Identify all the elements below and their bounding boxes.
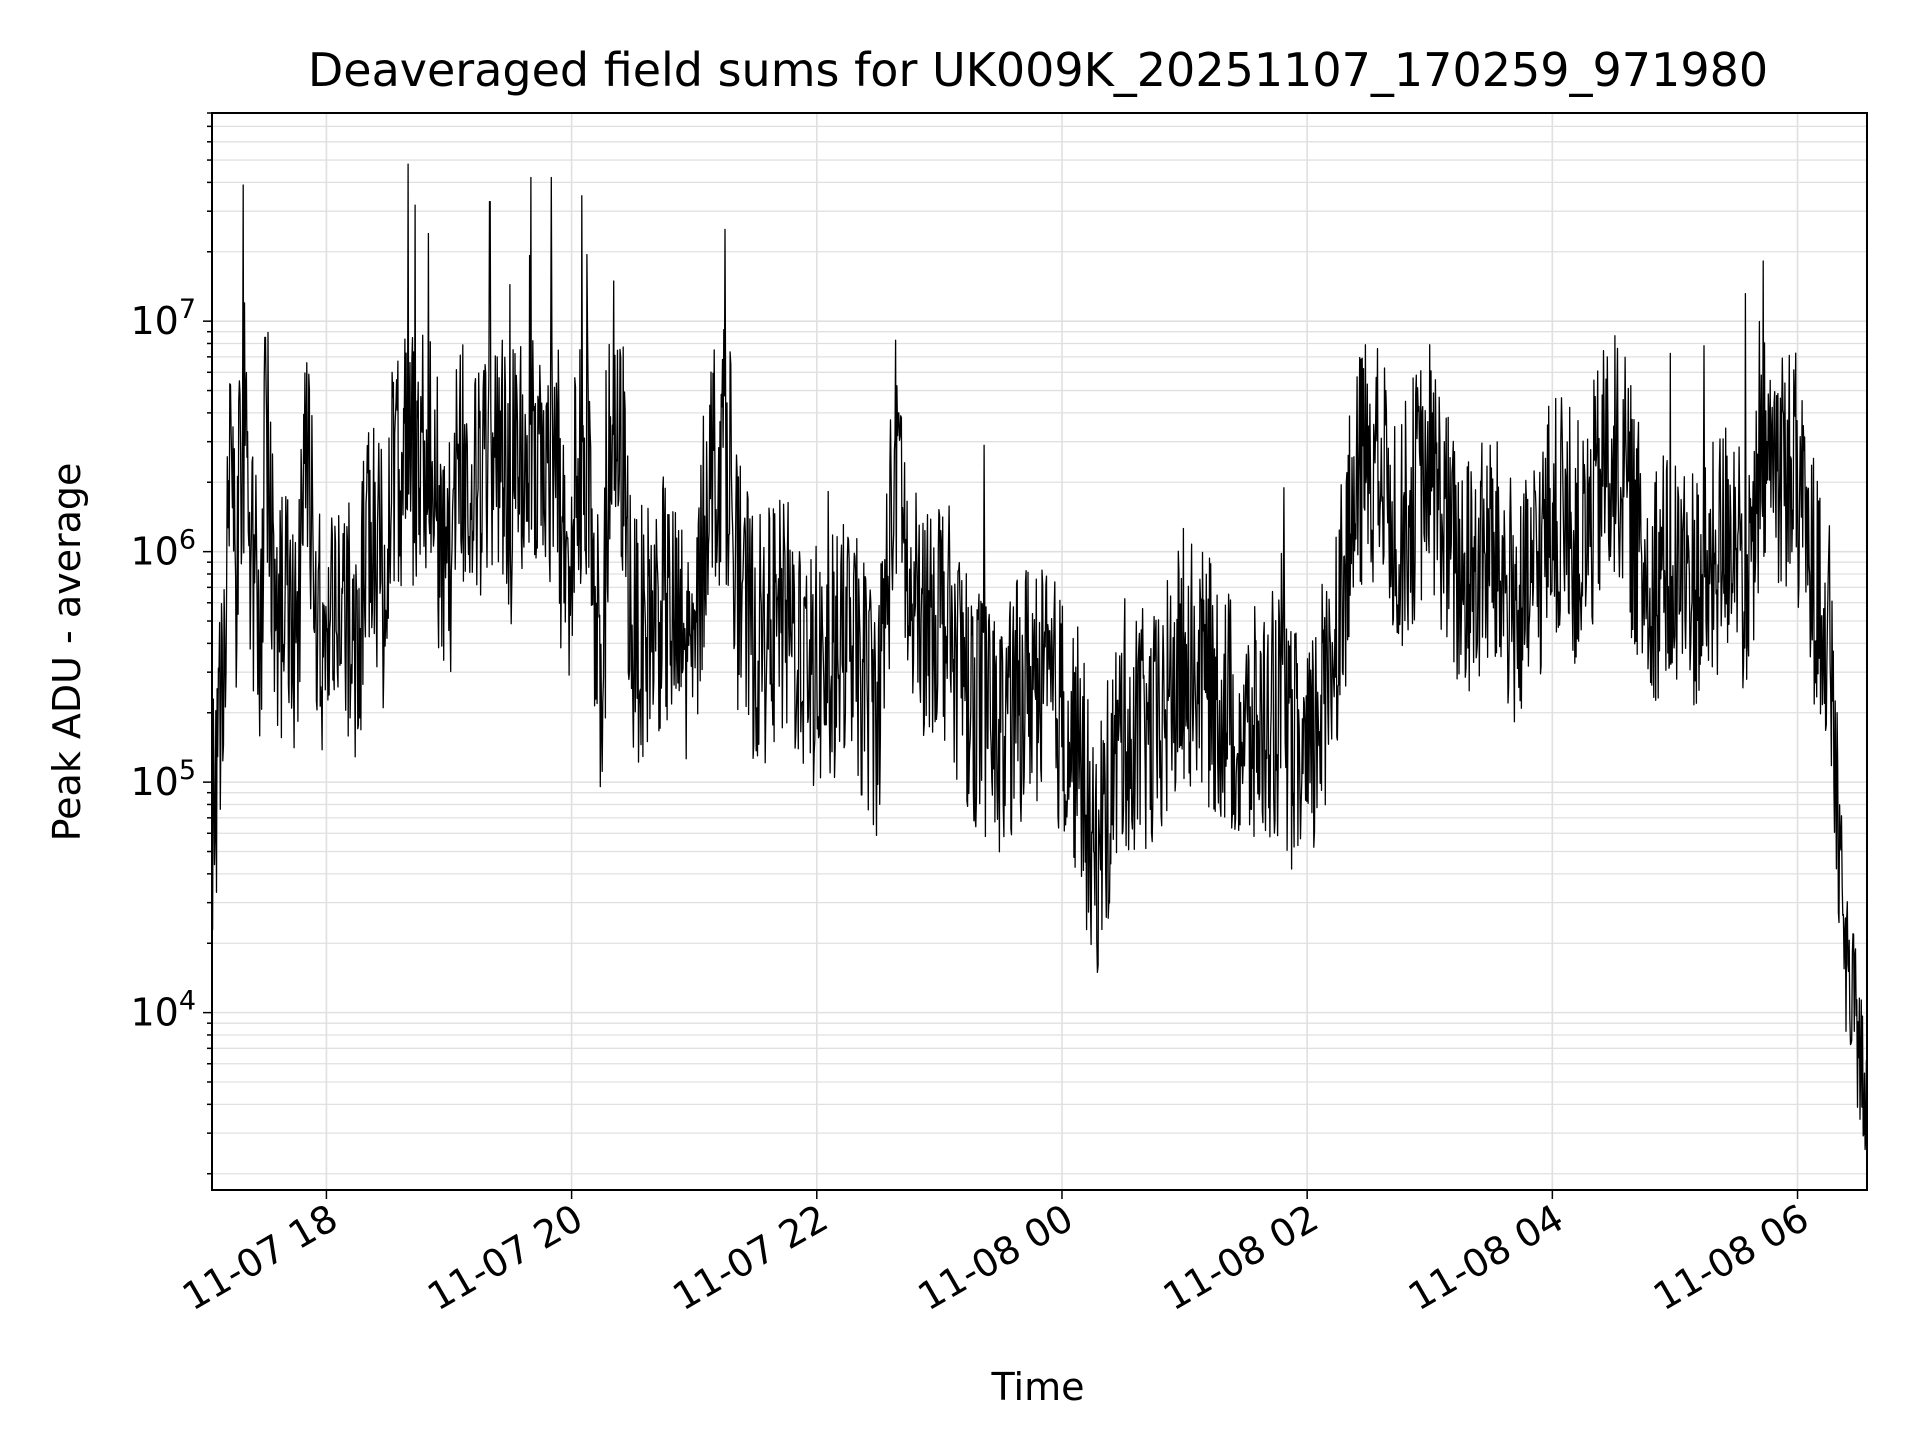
x-axis: 11-07 18 11-07 20 11-07 22 11-08 00 11-08 02… [175, 1190, 1816, 1319]
y-tick-label: 107 [130, 294, 196, 343]
chart-title: Deaveraged field sums for UK009K_2025110… [308, 43, 1768, 97]
y-tick-label: 104 [130, 986, 196, 1035]
y-tick-label: 106 [130, 525, 196, 574]
x-tick-label: 11-08 06 [1646, 1196, 1816, 1320]
y-axis: 104 105 106 107 [130, 112, 212, 1175]
x-tick-label: 11-07 20 [420, 1196, 590, 1320]
x-axis-label: Time [991, 1365, 1085, 1409]
x-tick-label: 11-08 00 [911, 1196, 1081, 1320]
series-line [211, 163, 1868, 1151]
x-tick-label: 11-07 22 [665, 1196, 835, 1320]
y-tick-label: 105 [130, 755, 196, 804]
plot-frame [211, 112, 1868, 1191]
grid [212, 112, 1867, 1190]
x-tick-label: 11-08 04 [1401, 1196, 1571, 1320]
x-tick-label: 11-08 02 [1156, 1196, 1326, 1320]
y-axis-label: Peak ADU - average [45, 463, 89, 842]
x-tick-label: 11-07 18 [175, 1196, 345, 1320]
